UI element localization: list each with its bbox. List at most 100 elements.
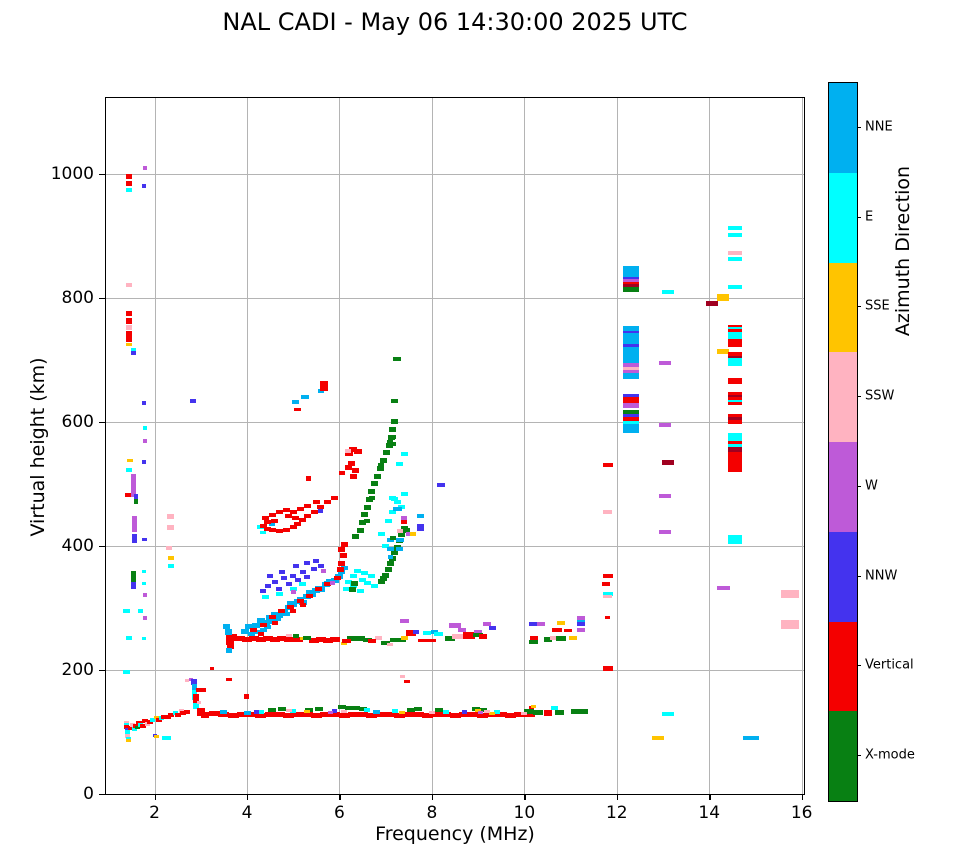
- data-point: [576, 622, 585, 626]
- data-point: [349, 473, 357, 479]
- data-point: [225, 678, 232, 682]
- x-tick-label: 16: [790, 803, 813, 823]
- data-point: [387, 643, 394, 646]
- data-point: [225, 635, 233, 646]
- data-point: [359, 519, 366, 525]
- data-point: [533, 709, 544, 715]
- data-point: [142, 570, 147, 574]
- data-point: [193, 694, 200, 706]
- y-tick-label: 0: [83, 784, 94, 804]
- data-point: [363, 504, 371, 510]
- data-point: [131, 570, 137, 583]
- data-point: [349, 584, 357, 589]
- colorbar-segment-ssw: [829, 352, 857, 442]
- data-point: [303, 514, 311, 519]
- gridline-y: [106, 545, 804, 547]
- data-point: [354, 568, 362, 573]
- data-point: [387, 555, 393, 559]
- data-point: [264, 520, 272, 525]
- data-point: [483, 622, 492, 626]
- data-point: [428, 711, 435, 715]
- data-point: [143, 165, 148, 170]
- data-point: [356, 527, 364, 533]
- data-point: [602, 463, 613, 468]
- data-point: [269, 522, 276, 527]
- data-point: [126, 188, 133, 193]
- data-point: [727, 358, 742, 367]
- data-point: [201, 711, 210, 718]
- data-point: [389, 435, 396, 440]
- data-point: [399, 618, 409, 623]
- data-point: [529, 622, 539, 626]
- data-point: [131, 581, 137, 589]
- data-point: [434, 707, 443, 712]
- data-point: [392, 506, 402, 511]
- data-point: [184, 679, 189, 682]
- data-point: [377, 579, 385, 585]
- data-point: [320, 380, 329, 391]
- data-point: [303, 503, 311, 508]
- data-point: [248, 632, 256, 636]
- data-point: [400, 674, 406, 678]
- data-point: [440, 712, 452, 718]
- data-point: [352, 534, 360, 540]
- data-point: [282, 612, 290, 617]
- data-point: [126, 325, 133, 330]
- data-point: [622, 332, 639, 341]
- data-point: [557, 620, 566, 625]
- data-point: [576, 627, 585, 632]
- data-point: [287, 604, 295, 609]
- data-point: [131, 351, 137, 355]
- data-point: [276, 636, 287, 642]
- data-point: [345, 579, 353, 584]
- data-point: [189, 399, 196, 404]
- data-point: [256, 617, 265, 623]
- data-point: [551, 627, 562, 632]
- gridline-x: [616, 98, 618, 794]
- data-point: [356, 588, 364, 593]
- data-point: [126, 739, 132, 743]
- data-point: [235, 636, 246, 642]
- data-point: [299, 602, 306, 607]
- data-point: [271, 620, 278, 625]
- data-point: [344, 449, 351, 453]
- data-point: [126, 467, 133, 472]
- data-point: [488, 625, 496, 630]
- data-point: [727, 458, 742, 467]
- data-point: [727, 399, 742, 403]
- data-point: [381, 640, 391, 645]
- data-point: [622, 400, 639, 405]
- data-point: [390, 419, 398, 425]
- data-point: [514, 711, 526, 717]
- data-point: [364, 519, 371, 524]
- data-point: [126, 180, 133, 186]
- data-point: [622, 344, 639, 349]
- data-point: [727, 250, 742, 255]
- data-point: [292, 563, 299, 568]
- x-axis-label: Frequency (MHz): [375, 823, 535, 845]
- data-point: [130, 722, 136, 727]
- data-point: [471, 707, 480, 711]
- data-point: [451, 633, 468, 639]
- data-point: [437, 483, 446, 488]
- data-point: [602, 666, 613, 672]
- data-point: [347, 711, 359, 717]
- data-point: [253, 709, 259, 714]
- data-point: [347, 460, 355, 466]
- data-point: [333, 576, 341, 581]
- data-point: [154, 734, 160, 738]
- data-point: [521, 711, 528, 715]
- data-point: [285, 708, 292, 712]
- data-point: [576, 619, 585, 624]
- data-point: [188, 677, 193, 681]
- data-point: [329, 712, 341, 718]
- data-point: [462, 632, 475, 640]
- data-point: [445, 636, 456, 642]
- colorbar-segment-x-mode: [829, 711, 857, 801]
- data-point: [396, 547, 403, 551]
- data-point: [131, 726, 137, 731]
- data-point: [143, 592, 148, 597]
- data-point: [324, 500, 332, 505]
- data-point: [317, 563, 324, 568]
- colorbar-segment-vertical: [829, 621, 857, 712]
